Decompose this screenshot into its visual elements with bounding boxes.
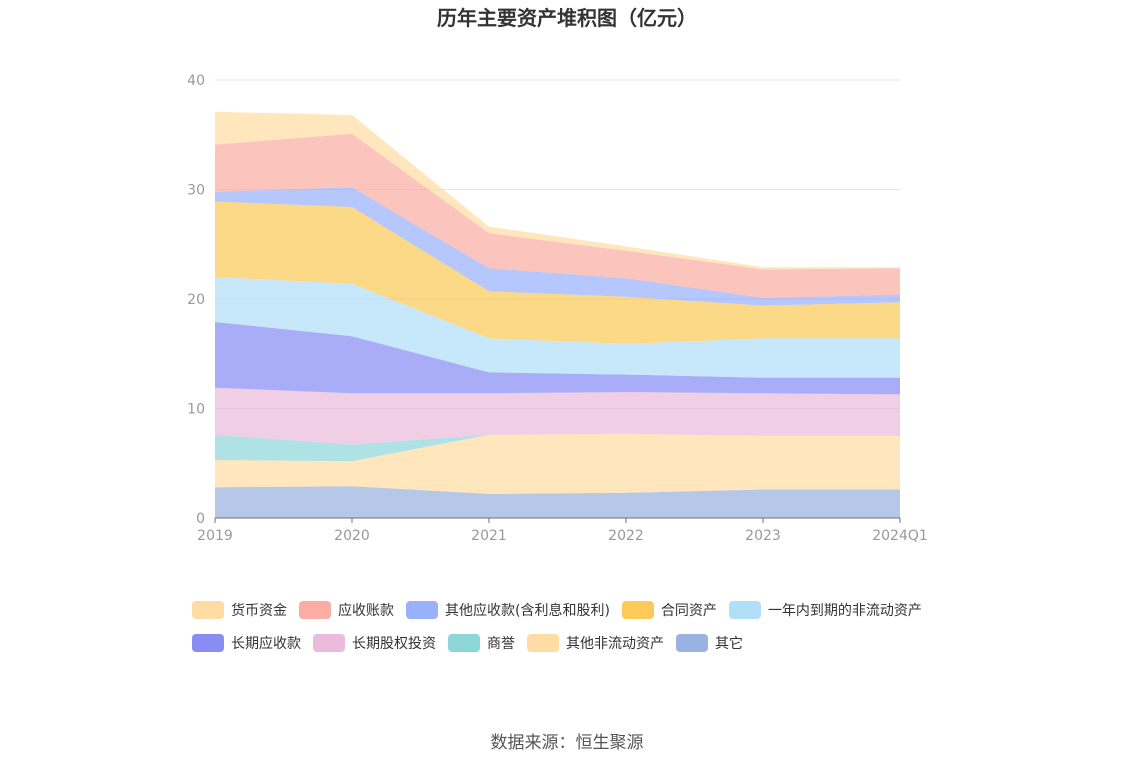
legend-label: 合同资产 (660, 603, 717, 619)
area-2 (215, 433, 900, 462)
axes: 0 10 20 30 40 2019 2020 2021 2022 2023 2024Q1 (187, 73, 928, 544)
x-tick-label: 2022 (608, 528, 644, 544)
legend-swatch (448, 634, 480, 652)
y-tick-label: 30 (187, 183, 205, 199)
chart-legend: 货币资金 应收账款 其他应收款(含利息和股利) 合同资产 一年内到期的非流动资产长期应收… (192, 598, 972, 655)
stacked-area-chart: 0 10 20 30 40 2019 2020 2021 2022 2023 2024Q1 (187, 73, 928, 544)
data-source: 数据来源：恒生聚源 (490, 733, 644, 753)
chart-title: 历年主要资产堆积图（亿元） (437, 6, 697, 30)
legend-swatch (299, 601, 331, 619)
legend-label: 应收账款 (338, 603, 394, 619)
legend-item[interactable]: 长期股权投资 (313, 631, 436, 655)
area-4 (215, 322, 900, 395)
legend-item[interactable]: 应收账款 (299, 598, 394, 622)
area-3 (215, 387, 900, 445)
legend-item[interactable]: 其他非流动资产 (527, 631, 664, 655)
area-6 (215, 201, 900, 344)
legend-swatch (406, 601, 438, 619)
legend-label: 货币资金 (231, 603, 287, 619)
legend-label: 长期股权投资 (352, 636, 436, 652)
legend-item[interactable]: 合同资产 (621, 598, 717, 622)
legend-item[interactable]: 货币资金 (192, 598, 287, 622)
legend-item[interactable]: 商誉 (448, 631, 515, 655)
x-tick-label: 2023 (745, 528, 781, 544)
area-series (215, 111, 900, 518)
legend-swatch (192, 634, 224, 652)
legend-label: 其他应收款(含利息和股利) (445, 603, 610, 619)
x-tick-label: 2019 (197, 528, 233, 544)
area-9 (215, 111, 900, 270)
area-0 (215, 486, 900, 518)
legend-swatch (621, 601, 654, 619)
legend-item[interactable]: 一年内到期的非流动资产 (728, 598, 922, 622)
legend-item[interactable]: 长期应收款 (192, 631, 301, 655)
area-1 (215, 433, 900, 494)
x-tick-label: 2024Q1 (872, 528, 928, 544)
area-7 (215, 187, 900, 306)
legend-swatch (192, 601, 224, 619)
legend-label: 其他非流动资产 (566, 636, 664, 652)
legend-label: 商誉 (487, 636, 515, 652)
legend-swatch (527, 634, 559, 652)
legend-label: 长期应收款 (231, 636, 301, 652)
legend-swatch (676, 634, 708, 652)
legend-swatch (728, 601, 761, 619)
x-tick-label: 2021 (471, 528, 507, 544)
legend-item[interactable]: 其它 (676, 631, 743, 655)
y-tick-label: 10 (187, 402, 205, 418)
legend-label: 其它 (715, 636, 743, 652)
area-8 (215, 133, 900, 298)
x-tick-label: 2020 (334, 528, 370, 544)
y-tick-label: 0 (196, 511, 205, 527)
y-tick-label: 20 (187, 292, 205, 308)
area-5 (215, 277, 900, 378)
legend-swatch (313, 634, 345, 652)
y-tick-label: 40 (187, 73, 205, 89)
legend-item[interactable]: 其他应收款(含利息和股利) (406, 598, 610, 622)
legend-label: 一年内到期的非流动资产 (767, 603, 922, 619)
